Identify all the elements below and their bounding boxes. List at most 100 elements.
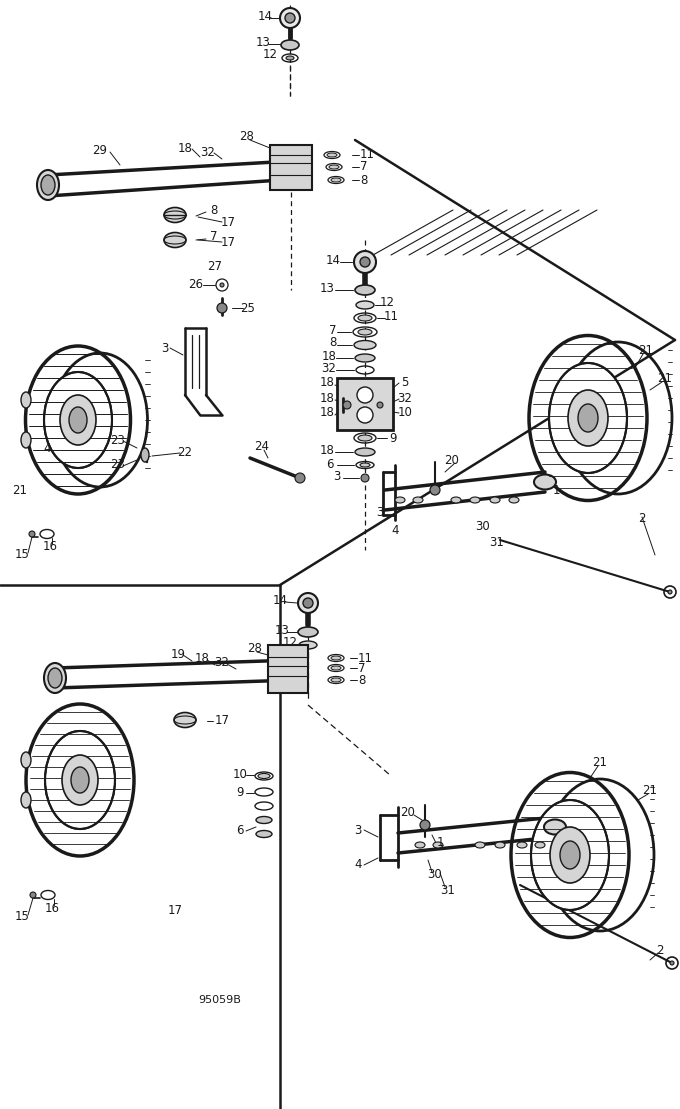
Text: 1: 1 bbox=[552, 484, 560, 497]
Text: 18: 18 bbox=[194, 652, 209, 665]
Text: 3: 3 bbox=[161, 342, 169, 355]
Ellipse shape bbox=[550, 827, 590, 883]
Ellipse shape bbox=[395, 497, 405, 503]
Ellipse shape bbox=[174, 712, 196, 728]
Text: 17: 17 bbox=[167, 904, 182, 916]
Ellipse shape bbox=[258, 773, 270, 779]
Ellipse shape bbox=[355, 448, 375, 456]
Circle shape bbox=[343, 401, 351, 409]
Circle shape bbox=[217, 303, 227, 313]
Ellipse shape bbox=[71, 767, 89, 793]
Ellipse shape bbox=[256, 831, 272, 837]
Circle shape bbox=[430, 485, 440, 495]
Circle shape bbox=[360, 257, 370, 267]
Bar bbox=[270, 145, 312, 190]
Text: 12: 12 bbox=[262, 49, 277, 61]
Ellipse shape bbox=[549, 363, 627, 474]
Text: 7: 7 bbox=[358, 661, 366, 674]
Ellipse shape bbox=[21, 752, 31, 769]
Ellipse shape bbox=[62, 755, 98, 805]
Circle shape bbox=[280, 8, 300, 28]
Text: 16: 16 bbox=[42, 540, 58, 553]
Text: 2: 2 bbox=[656, 944, 664, 956]
Ellipse shape bbox=[490, 497, 500, 503]
Circle shape bbox=[668, 590, 672, 594]
Circle shape bbox=[298, 593, 318, 613]
Ellipse shape bbox=[358, 315, 372, 321]
Text: 31: 31 bbox=[490, 537, 505, 549]
Circle shape bbox=[357, 407, 373, 423]
Ellipse shape bbox=[544, 820, 566, 834]
Ellipse shape bbox=[534, 475, 556, 489]
Text: 4: 4 bbox=[354, 858, 362, 872]
Ellipse shape bbox=[298, 627, 318, 637]
Ellipse shape bbox=[21, 391, 31, 408]
Text: 18: 18 bbox=[322, 349, 337, 363]
Ellipse shape bbox=[355, 354, 375, 362]
Ellipse shape bbox=[299, 641, 317, 649]
Ellipse shape bbox=[475, 842, 485, 848]
Text: 8: 8 bbox=[358, 673, 365, 686]
Ellipse shape bbox=[360, 462, 370, 467]
Text: 95059B: 95059B bbox=[199, 995, 241, 1005]
Ellipse shape bbox=[354, 340, 376, 349]
Text: 21: 21 bbox=[12, 484, 27, 497]
Text: 16: 16 bbox=[44, 902, 60, 915]
Text: 1: 1 bbox=[437, 836, 444, 849]
Ellipse shape bbox=[48, 668, 62, 688]
Text: 30: 30 bbox=[428, 868, 443, 882]
Ellipse shape bbox=[286, 55, 294, 60]
Ellipse shape bbox=[21, 433, 31, 448]
Ellipse shape bbox=[509, 497, 519, 503]
Ellipse shape bbox=[44, 663, 66, 693]
Ellipse shape bbox=[281, 40, 299, 50]
Text: 21: 21 bbox=[643, 783, 658, 796]
Text: 30: 30 bbox=[475, 519, 490, 532]
Text: 8: 8 bbox=[360, 173, 367, 186]
Text: 10: 10 bbox=[398, 407, 413, 419]
Ellipse shape bbox=[331, 657, 341, 660]
Text: 28: 28 bbox=[239, 130, 254, 142]
Text: 2: 2 bbox=[639, 511, 646, 525]
Text: 4: 4 bbox=[44, 441, 51, 455]
Ellipse shape bbox=[164, 233, 186, 247]
Text: 29: 29 bbox=[92, 143, 107, 156]
Text: 32: 32 bbox=[215, 657, 229, 670]
Text: 7: 7 bbox=[360, 161, 367, 173]
Text: 3: 3 bbox=[376, 507, 384, 519]
Text: 18: 18 bbox=[320, 376, 335, 389]
Text: 12: 12 bbox=[282, 637, 298, 650]
Circle shape bbox=[420, 820, 430, 830]
Text: 15: 15 bbox=[14, 909, 29, 923]
Ellipse shape bbox=[433, 842, 443, 848]
Text: 7: 7 bbox=[329, 324, 337, 336]
Text: 9: 9 bbox=[389, 431, 396, 445]
Circle shape bbox=[220, 283, 224, 287]
Ellipse shape bbox=[578, 404, 598, 433]
Ellipse shape bbox=[44, 372, 112, 468]
Circle shape bbox=[357, 387, 373, 403]
Text: 21: 21 bbox=[592, 755, 607, 769]
Ellipse shape bbox=[329, 165, 339, 169]
Ellipse shape bbox=[560, 841, 580, 869]
Text: 17: 17 bbox=[220, 215, 235, 228]
Text: 21: 21 bbox=[639, 344, 653, 356]
Text: 24: 24 bbox=[254, 440, 269, 454]
Text: 31: 31 bbox=[441, 884, 456, 896]
Text: 14: 14 bbox=[258, 10, 273, 22]
Text: 4: 4 bbox=[391, 523, 398, 537]
Text: 22: 22 bbox=[177, 446, 192, 458]
Ellipse shape bbox=[327, 153, 337, 157]
Ellipse shape bbox=[37, 170, 59, 200]
Text: 18: 18 bbox=[320, 391, 335, 405]
Ellipse shape bbox=[256, 816, 272, 824]
Ellipse shape bbox=[60, 395, 96, 445]
Circle shape bbox=[295, 474, 305, 484]
Text: 18: 18 bbox=[320, 444, 335, 457]
Ellipse shape bbox=[141, 448, 149, 462]
Ellipse shape bbox=[413, 497, 423, 503]
Ellipse shape bbox=[517, 842, 527, 848]
Text: 13: 13 bbox=[275, 623, 290, 637]
Text: 26: 26 bbox=[188, 278, 203, 292]
Ellipse shape bbox=[355, 285, 375, 295]
